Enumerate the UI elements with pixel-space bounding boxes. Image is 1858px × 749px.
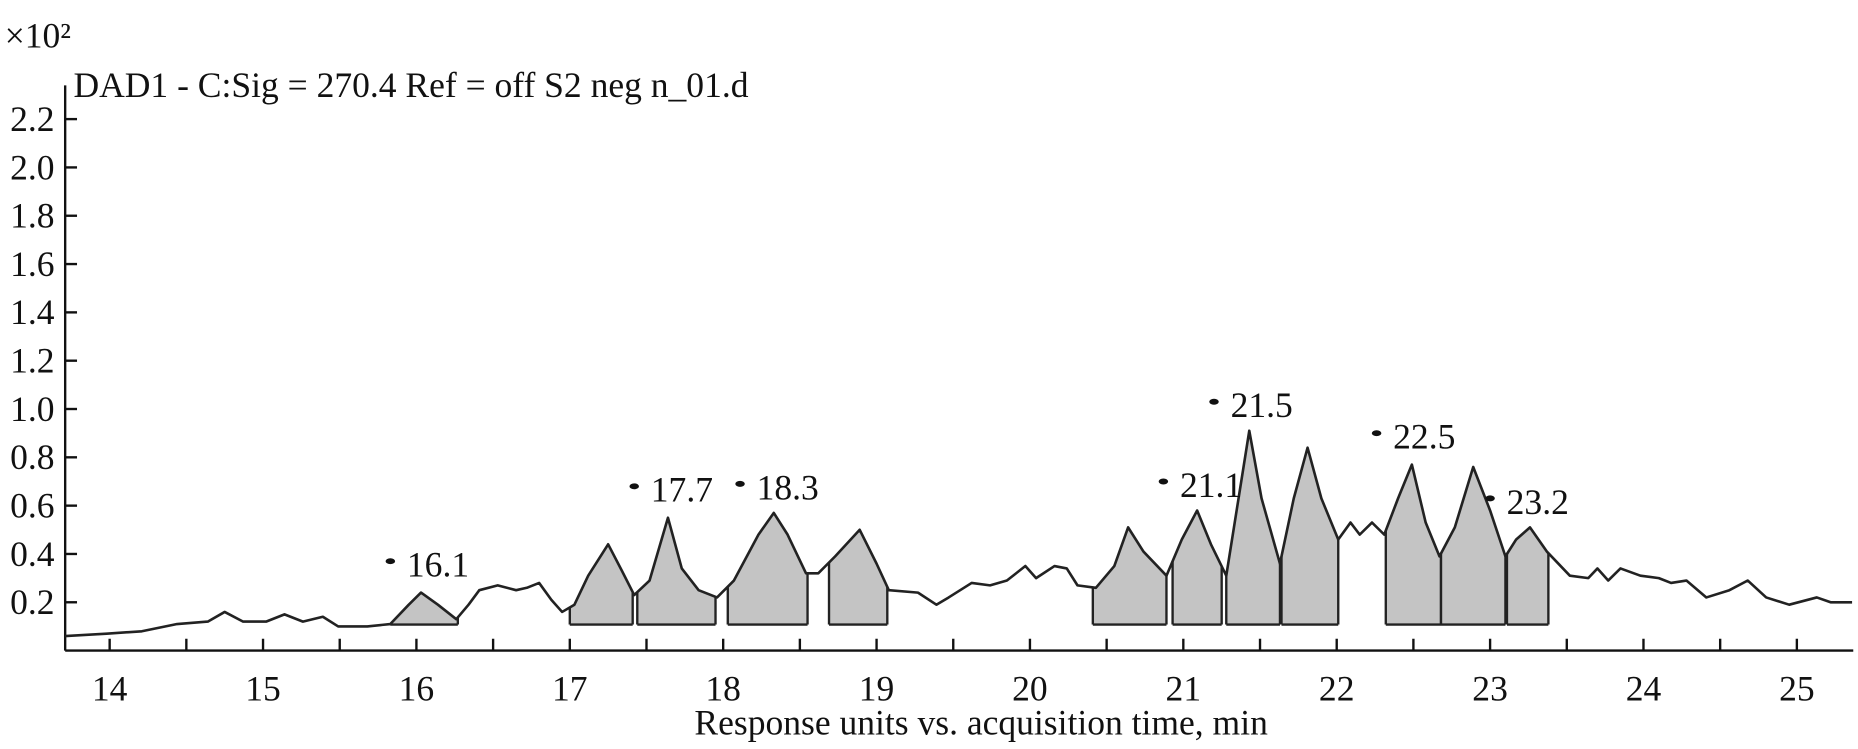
annotation-marker [385, 558, 396, 565]
x-tick-label: 15 [245, 668, 281, 708]
annotation-label: 16.1 [407, 545, 469, 585]
annotation-marker [1485, 495, 1495, 502]
annotation-label: 18.3 [757, 467, 819, 507]
y-tick-label: 1.4 [10, 292, 55, 332]
y-tick-label: 1.6 [10, 244, 54, 284]
integration-area [727, 512, 808, 625]
y-tick-label: 0.8 [10, 437, 54, 477]
x-axis-label: Response units vs. acquisition time, min [694, 703, 1268, 743]
x-tick-label: 22 [1319, 668, 1355, 708]
x-tick-label: 16 [399, 668, 435, 708]
y-tick-label: 1.2 [10, 341, 54, 381]
integration-area [390, 592, 458, 625]
y-tick-label: 2.0 [10, 147, 54, 187]
x-tick-label: 25 [1779, 668, 1815, 708]
annotation-marker [629, 483, 639, 490]
integration-area [1226, 430, 1280, 625]
y-tick-label: 1.0 [10, 389, 54, 429]
integration-area [1441, 466, 1506, 625]
annotation-label: 23.2 [1507, 482, 1569, 522]
integration-area [569, 544, 633, 625]
trace [65, 429, 1853, 638]
y-tick-label: 0.4 [10, 534, 55, 574]
annotation-label: 17.7 [651, 470, 713, 510]
y-tick-label: 0.2 [10, 582, 54, 622]
x-tick-label: 21 [1166, 668, 1202, 708]
annotation-label: 22.5 [1393, 417, 1455, 457]
x-tick-label: 24 [1626, 668, 1662, 708]
x-tick-label: 17 [552, 668, 588, 708]
integration-area [1385, 464, 1442, 625]
integration-area [829, 529, 888, 625]
y-tick-label: 2.2 [10, 99, 54, 139]
y-tick-label: 0.6 [10, 485, 54, 525]
integration-area [1281, 447, 1339, 625]
annotation-marker [735, 480, 745, 487]
annotation-label: 21.1 [1180, 465, 1242, 505]
y-multiplier: ×10² [5, 15, 71, 55]
x-tick-label: 19 [859, 668, 895, 708]
x-tick-label: 14 [92, 668, 128, 708]
y-tick-label: 1.8 [10, 196, 54, 236]
annotation-marker [1209, 398, 1219, 405]
annotation-label: 21.5 [1231, 385, 1293, 425]
chart-title: DAD1 - C:Sig = 270.4 Ref = off S2 neg n_… [73, 65, 748, 105]
annotation-marker [1371, 430, 1382, 437]
integration-area [1092, 527, 1167, 625]
x-tick-label: 18 [705, 668, 741, 708]
integration-area [637, 517, 716, 625]
x-tick-label: 20 [1012, 668, 1048, 708]
annotation-marker [1158, 478, 1169, 485]
integration-area [1506, 527, 1549, 625]
integration-area [1172, 510, 1222, 625]
x-tick-label: 23 [1472, 668, 1508, 708]
